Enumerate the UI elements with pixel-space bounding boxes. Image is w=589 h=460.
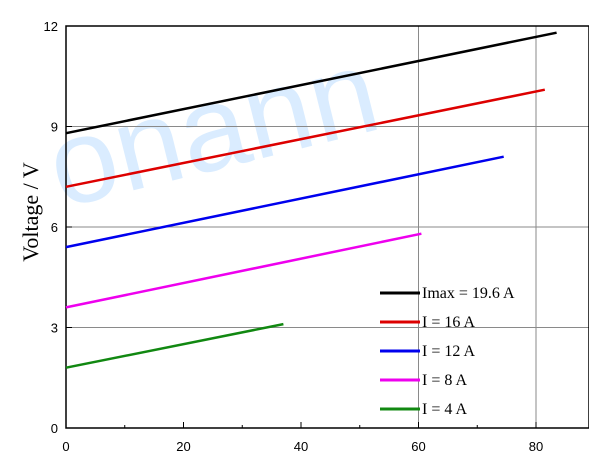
y-tick-label: 12 [44, 19, 58, 34]
series-line [65, 232, 422, 309]
y-tick-label: 9 [51, 120, 58, 135]
series-line [65, 31, 557, 135]
x-tick-label: 20 [176, 439, 190, 454]
y-tick-label: 6 [51, 220, 58, 235]
y-tick-label: 0 [51, 421, 58, 436]
y-tick-label: 3 [51, 321, 58, 336]
legend-label: I = 16 A [422, 314, 475, 331]
x-tick-label: 0 [62, 439, 69, 454]
series-line [65, 322, 284, 369]
legend-label: I = 8 A [422, 372, 467, 389]
x-tick-label: 60 [411, 439, 425, 454]
series-line [65, 88, 546, 189]
y-axis-label: Voltage / V [18, 162, 43, 262]
x-tick-label: 80 [529, 439, 543, 454]
x-tick-label: 40 [294, 439, 308, 454]
x-axis-ticks: 0 20 40 60 80 [62, 422, 543, 454]
series-line [65, 155, 504, 249]
series-lines [65, 31, 557, 369]
legend: Imax = 19.6 A I = 16 A I = 12 A I = 8 A I = … [380, 285, 515, 418]
grid-lines [66, 26, 589, 428]
legend-label: I = 4 A [422, 401, 467, 418]
y-axis-ticks: 0 3 6 9 12 [44, 19, 72, 436]
legend-label: Imax = 19.6 A [422, 285, 515, 302]
legend-label: I = 12 A [422, 343, 475, 360]
